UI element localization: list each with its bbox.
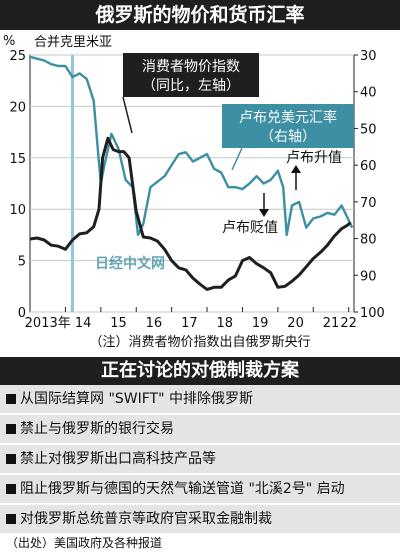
list-item: 禁止与俄罗斯的银行交易	[0, 415, 400, 445]
square-bullet-icon	[6, 424, 16, 434]
crimea-label: 合并克里米亚	[34, 35, 112, 50]
x-tick-label: 22	[340, 316, 357, 330]
left-axis-unit: %	[3, 34, 15, 49]
x-tick-label: 18	[216, 316, 233, 330]
square-bullet-icon	[6, 514, 16, 524]
ruble-appreciation-annotation: 卢布升值	[286, 150, 342, 190]
x-tick-label: 17	[181, 316, 198, 330]
list-item-text: 禁止对俄罗斯出口高科技产品等	[20, 451, 216, 467]
list-item: 从国际结算网 "SWIFT" 中排除俄罗斯	[0, 385, 400, 415]
list-item-text: 禁止与俄罗斯的银行交易	[20, 421, 174, 437]
list-item-text: 对俄罗斯总统普京等政府官采取金融制裁	[20, 511, 272, 527]
list-item-text: 阻止俄罗斯与德国的天然气输送管道 "北溪2号" 启动	[20, 481, 345, 497]
source-note: （出处）美国政府及各种报道	[6, 536, 163, 550]
x-tick-label: 21	[323, 316, 340, 330]
x-tick-label: 20	[287, 316, 304, 330]
right-tick-label: 70	[360, 196, 377, 211]
rub-usd-series-line	[30, 55, 354, 237]
cpi-legend-text-2: （同比，左轴）	[142, 78, 240, 94]
rub-legend-text-2: （右轴）	[260, 129, 316, 145]
chart-note: （注）消费者物价指数出自俄罗斯央行	[89, 335, 311, 350]
left-tick-label: 0	[18, 306, 26, 321]
list-item: 对俄罗斯总统普京等政府官采取金融制裁	[0, 505, 400, 535]
square-bullet-icon	[6, 394, 16, 404]
square-bullet-icon	[6, 484, 16, 494]
sanctions-title: 正在讨论的对俄制裁方案	[0, 357, 400, 385]
square-bullet-icon	[6, 454, 16, 464]
cpi-legend-label: 消费者物价指数 （同比，左轴）	[122, 53, 259, 134]
x-axis-ticks: 2013年 14 15 16 17 18 19 20 21 22	[25, 307, 357, 330]
sanctions-list: 从国际结算网 "SWIFT" 中排除俄罗斯 禁止与俄罗斯的银行交易 禁止对俄罗斯…	[0, 385, 400, 535]
cpi-legend-text-1: 消费者物价指数	[142, 59, 240, 75]
x-tick-label: 15	[110, 316, 127, 330]
x-tick-label: 2013年	[25, 316, 71, 330]
up-arrow-icon	[291, 165, 301, 173]
right-tick-label: 50	[360, 122, 377, 137]
cpi-series-line	[30, 136, 352, 291]
rub-legend-text-1: 卢布兑美元汇率	[239, 109, 337, 126]
down-arrow-icon	[259, 209, 269, 217]
series-group	[30, 55, 354, 291]
right-tick-label: 90	[360, 269, 377, 284]
rub-legend-label: 卢布兑美元汇率 （右轴）	[222, 104, 354, 171]
chart: 2013年 14 15 16 17 18 19 20 21 22 日经中文网 0 5 10 15 20 25…	[3, 34, 385, 330]
right-tick-label: 30	[360, 49, 377, 64]
list-item-text: 从国际结算网 "SWIFT" 中排除俄罗斯	[20, 391, 253, 407]
left-tick-label: 25	[9, 49, 26, 64]
right-axis-ticks: 30 40 50 60 70 80 90 100	[354, 49, 385, 321]
right-tick-label: 40	[360, 86, 377, 101]
left-tick-label: 20	[9, 100, 26, 115]
right-tick-label: 60	[360, 159, 377, 174]
left-tick-label: 15	[9, 152, 26, 167]
x-tick-label: 14	[75, 316, 92, 330]
right-tick-label: 80	[360, 233, 377, 248]
watermark: 日经中文网	[95, 255, 165, 272]
ruble-depreciation-annotation: 卢布贬值	[222, 193, 278, 236]
list-item: 阻止俄罗斯与德国的天然气输送管道 "北溪2号" 启动	[0, 475, 400, 505]
right-tick-label: 100	[360, 306, 385, 321]
x-tick-label: 19	[252, 316, 269, 330]
ruble-depreciation-label: 卢布贬值	[222, 220, 278, 236]
left-axis-ticks: 0 5 10 15 20 25	[9, 49, 26, 321]
page-title: 俄罗斯的物价和货币汇率	[0, 0, 400, 30]
left-tick-label: 10	[9, 203, 26, 218]
left-tick-label: 5	[18, 255, 26, 270]
list-item: 禁止对俄罗斯出口高科技产品等	[0, 445, 400, 475]
ruble-appreciation-label: 卢布升值	[286, 150, 342, 166]
x-tick-label: 16	[146, 316, 163, 330]
